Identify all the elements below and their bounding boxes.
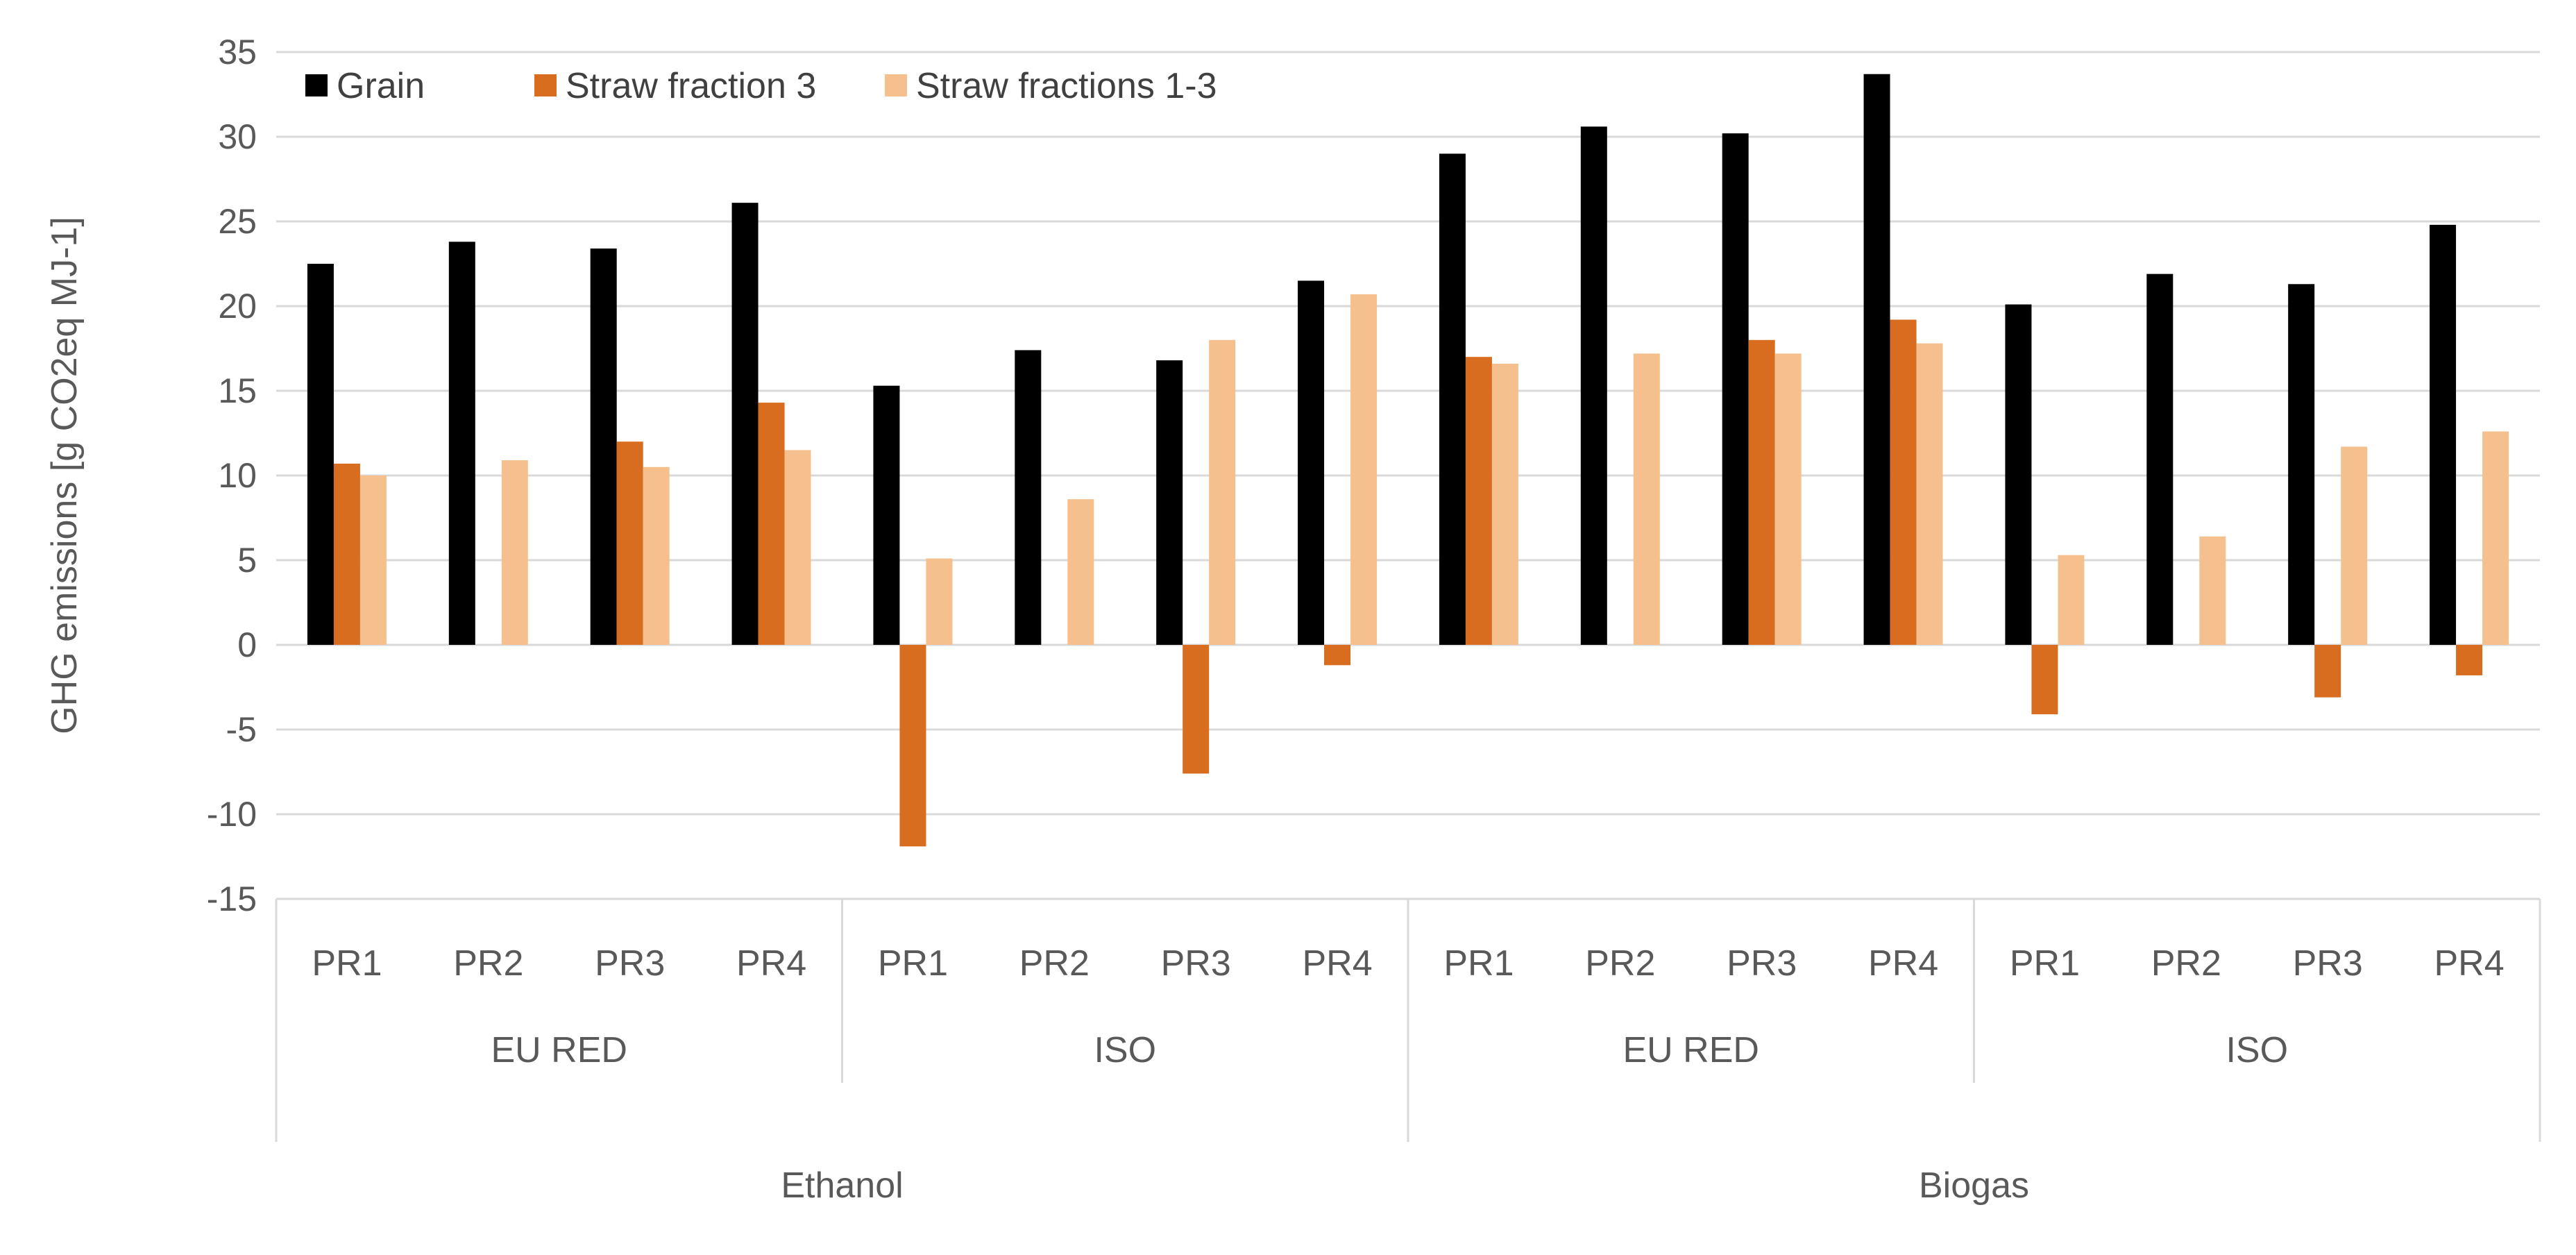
bar-straw-fraction-3-4 <box>899 645 926 847</box>
bar-straw-fractions-1-3-8 <box>1491 363 1518 645</box>
x-tick-label: PR1 <box>312 943 382 984</box>
x-tick-label: PR2 <box>2151 943 2221 984</box>
bar-straw-fractions-1-3-5 <box>1067 499 1094 645</box>
bar-straw-fractions-1-3-1 <box>501 460 528 645</box>
bar-grain-15 <box>2430 224 2457 645</box>
y-tick-label: 0 <box>237 625 257 664</box>
group-label-fuel: Ethanol <box>781 1165 903 1206</box>
y-tick-label: 15 <box>218 371 257 410</box>
bar-straw-fraction-3-12 <box>2031 645 2058 715</box>
y-tick-label: -5 <box>226 710 257 749</box>
legend-label: Straw fractions 1-3 <box>916 66 1217 106</box>
bar-grain-8 <box>1439 153 1466 645</box>
group-label-method: ISO <box>2226 1030 2288 1070</box>
bar-straw-fractions-1-3-10 <box>1774 353 1802 645</box>
y-tick-label: 30 <box>218 117 257 156</box>
x-tick-label: PR2 <box>1585 943 1655 984</box>
x-tick-label: PR3 <box>2293 943 2363 984</box>
x-tick-label: PR1 <box>1443 943 1514 984</box>
bar-straw-fractions-1-3-3 <box>784 450 811 645</box>
bar-grain-13 <box>2146 273 2174 645</box>
bar-straw-fraction-3-15 <box>2456 645 2483 675</box>
x-tick-label: PR3 <box>1727 943 1797 984</box>
legend-label: Grain <box>337 66 425 106</box>
y-tick-label: -10 <box>207 795 257 834</box>
bar-straw-fraction-3-0 <box>333 463 360 645</box>
group-label-method: EU RED <box>491 1030 627 1070</box>
legend-swatch <box>534 74 557 96</box>
bar-grain-5 <box>1015 350 1042 645</box>
bar-straw-fractions-1-3-14 <box>2341 446 2368 645</box>
bar-straw-fraction-3-7 <box>1324 645 1351 666</box>
bar-straw-fractions-1-3-0 <box>359 475 387 645</box>
bar-grain-4 <box>873 385 900 645</box>
group-label-method: EU RED <box>1623 1030 1759 1070</box>
x-tick-label: PR1 <box>2010 943 2080 984</box>
x-tick-label: PR2 <box>453 943 523 984</box>
bar-straw-fraction-3-3 <box>758 403 785 645</box>
bar-grain-1 <box>448 242 475 645</box>
bar-grain-14 <box>2288 284 2315 645</box>
bar-straw-fractions-1-3-11 <box>1916 343 1943 645</box>
bars <box>307 74 2509 847</box>
legend-label: Straw fraction 3 <box>566 66 816 106</box>
bar-grain-0 <box>307 264 334 645</box>
bar-straw-fractions-1-3-12 <box>2058 555 2085 645</box>
legend-swatch <box>305 74 328 96</box>
x-tick-label: PR3 <box>595 943 665 984</box>
bar-straw-fractions-1-3-6 <box>1209 339 1236 645</box>
x-tick-label: PR2 <box>1019 943 1090 984</box>
x-tick-label: PR4 <box>1302 943 1372 984</box>
x-tick-label: PR3 <box>1161 943 1231 984</box>
bar-straw-fractions-1-3-4 <box>926 558 953 645</box>
bar-straw-fractions-1-3-15 <box>2482 431 2509 645</box>
x-tick-label: PR4 <box>2434 943 2504 984</box>
bar-grain-7 <box>1298 280 1325 645</box>
bar-grain-12 <box>2005 304 2032 645</box>
bar-straw-fraction-3-11 <box>1890 319 1917 645</box>
bar-grain-6 <box>1156 360 1183 645</box>
bar-grain-3 <box>731 203 759 645</box>
bar-grain-10 <box>1722 133 1749 645</box>
x-tick-label: PR4 <box>736 943 806 984</box>
legend: Grain Straw fraction 3 Straw fractions 1-3 <box>305 66 1217 106</box>
y-tick-label: 20 <box>218 287 257 326</box>
bar-straw-fraction-3-2 <box>616 441 643 645</box>
bar-grain-11 <box>1863 74 1890 646</box>
bar-straw-fractions-1-3-2 <box>643 466 670 645</box>
bar-straw-fraction-3-10 <box>1748 339 1775 645</box>
y-axis-title: GHG emissions [g CO2eq MJ-1] <box>44 217 85 734</box>
y-tick-label: -15 <box>207 879 257 918</box>
bar-straw-fractions-1-3-9 <box>1633 353 1660 645</box>
bar-grain-2 <box>590 249 617 645</box>
y-tick-label: 35 <box>218 33 257 71</box>
y-tick-label: 10 <box>218 456 257 495</box>
bar-straw-fractions-1-3-13 <box>2199 536 2226 645</box>
y-axis: -15 -10 -5 0 5 10 15 20 25 30 35 <box>207 33 257 918</box>
x-axis: PR1 PR2 PR3 PR4 PR1 PR2 PR3 PR4 PR1 PR2 PR3 PR4 PR1 P… <box>275 898 2541 1206</box>
x-tick-label: PR4 <box>1868 943 1938 984</box>
bar-straw-fractions-1-3-7 <box>1350 294 1378 645</box>
group-label-method: ISO <box>1094 1030 1156 1070</box>
bar-straw-fraction-3-6 <box>1183 645 1210 774</box>
bar-straw-fraction-3-14 <box>2314 645 2341 698</box>
y-tick-label: 5 <box>237 541 257 580</box>
legend-swatch <box>885 74 907 96</box>
bar-straw-fraction-3-8 <box>1465 357 1492 645</box>
x-tick-label: PR1 <box>878 943 948 984</box>
group-label-fuel: Biogas <box>1919 1165 2029 1206</box>
bar-grain-9 <box>1580 126 1607 646</box>
y-tick-label: 25 <box>218 202 257 241</box>
